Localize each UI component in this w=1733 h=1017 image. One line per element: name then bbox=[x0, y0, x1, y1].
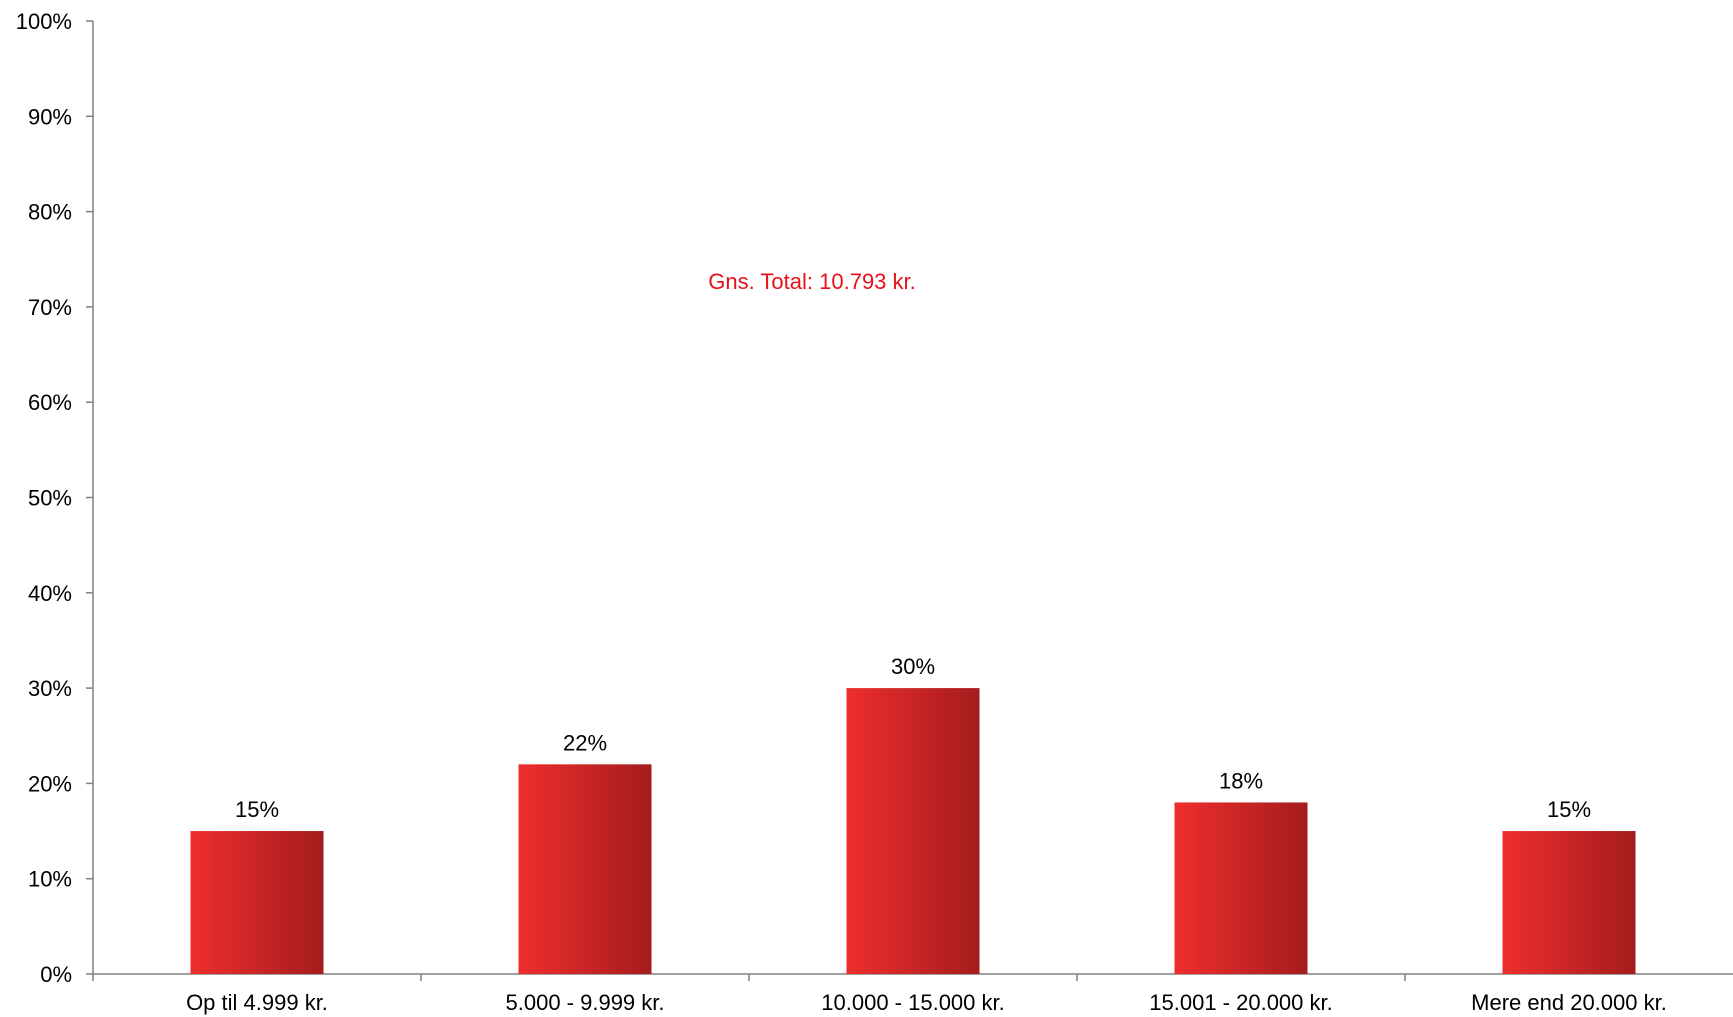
y-tick-label: 0% bbox=[40, 962, 72, 987]
x-category-label: 5.000 - 9.999 kr. bbox=[506, 990, 665, 1015]
y-tick-label: 90% bbox=[28, 104, 72, 129]
y-tick-label: 40% bbox=[28, 581, 72, 606]
average-annotation: Gns. Total: 10.793 kr. bbox=[708, 269, 916, 294]
bar-value-label: 22% bbox=[563, 730, 607, 755]
x-category-label: Op til 4.999 kr. bbox=[186, 990, 328, 1015]
bar bbox=[518, 764, 652, 974]
y-tick-label: 70% bbox=[28, 295, 72, 320]
bar bbox=[190, 831, 324, 974]
x-category-label: Mere end 20.000 kr. bbox=[1471, 990, 1667, 1015]
bar-value-label: 15% bbox=[235, 797, 279, 822]
y-tick-label: 10% bbox=[28, 867, 72, 892]
y-tick-label: 30% bbox=[28, 676, 72, 701]
y-tick-label: 80% bbox=[28, 200, 72, 225]
y-tick-label: 20% bbox=[28, 771, 72, 796]
bar bbox=[1502, 831, 1636, 974]
bars bbox=[190, 688, 1636, 974]
bar bbox=[846, 688, 980, 974]
bar bbox=[1174, 802, 1308, 974]
bar-value-label: 18% bbox=[1219, 768, 1263, 793]
y-axis: 0% 10% 20% 30% 40% 50% 60% 70% 80% 90% 100% bbox=[16, 9, 94, 987]
y-tick-label: 100% bbox=[16, 9, 72, 34]
bar-value-label: 15% bbox=[1547, 797, 1591, 822]
x-axis: Op til 4.999 kr. 5.000 - 9.999 kr. 10.000 … bbox=[92, 973, 1733, 1015]
data-labels: 15% 22% 30% 18% 15% bbox=[235, 654, 1591, 822]
x-category-label: 15.001 - 20.000 kr. bbox=[1149, 990, 1332, 1015]
y-tick-label: 60% bbox=[28, 390, 72, 415]
bar-value-label: 30% bbox=[891, 654, 935, 679]
x-category-label: 10.000 - 15.000 kr. bbox=[821, 990, 1004, 1015]
y-tick-label: 50% bbox=[28, 486, 72, 511]
